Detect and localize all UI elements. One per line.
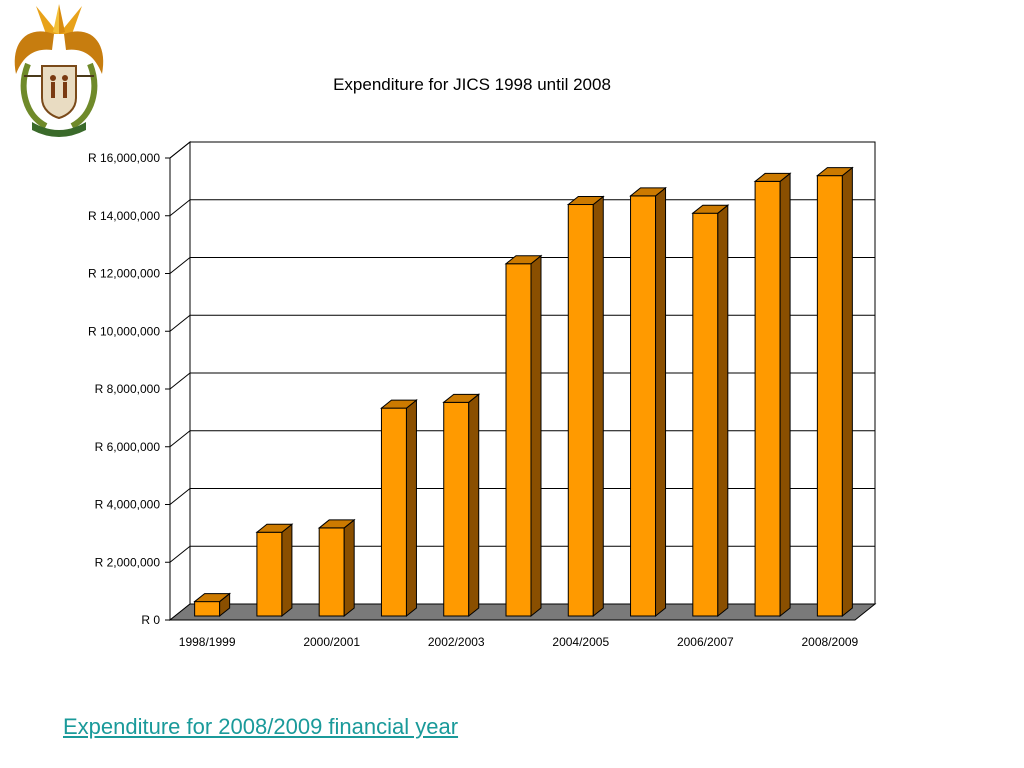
- bar: [754, 180, 781, 617]
- bar-side: [841, 166, 853, 618]
- y-tick-label: R 8,000,000: [95, 382, 161, 396]
- bar: [443, 401, 470, 617]
- gridline-diagonal: [169, 545, 191, 563]
- bar: [816, 175, 843, 617]
- bar-chart: Expenditure for JICS 1998 until 2008 R 0…: [88, 75, 877, 649]
- y-tick-label: R 10,000,000: [88, 324, 160, 338]
- y-tick-label: R 6,000,000: [95, 440, 161, 454]
- bar-side: [468, 393, 480, 618]
- gridline-diagonal: [169, 430, 191, 448]
- bar-top: [753, 172, 792, 182]
- bar-top: [193, 593, 232, 603]
- chart-title: Expenditure for JICS 1998 until 2008: [333, 75, 611, 94]
- bar: [194, 601, 221, 617]
- bar-top: [380, 399, 418, 409]
- bar-top: [815, 167, 854, 177]
- x-tick-label: 2008/2009: [801, 635, 858, 649]
- bar: [380, 407, 407, 617]
- x-tick-label: 2000/2001: [303, 635, 360, 649]
- right-wing-icon: [64, 31, 104, 74]
- bar-top: [317, 519, 356, 529]
- gridline-diagonal: [169, 488, 191, 505]
- human-figures-icon: [50, 75, 68, 98]
- gridline-diagonal: [169, 141, 191, 159]
- financial-year-link[interactable]: Expenditure for 2008/2009 financial year: [63, 714, 459, 739]
- bar-top: [504, 255, 543, 265]
- bar-top: [566, 196, 605, 206]
- bar-side: [779, 172, 791, 618]
- bar: [630, 195, 657, 617]
- gridline-diagonal: [169, 372, 191, 390]
- bar-top: [442, 393, 481, 403]
- y-tick-label: R 2,000,000: [95, 555, 161, 569]
- bar-side: [281, 523, 293, 618]
- rising-sun-icon: [36, 4, 82, 34]
- gridline-diagonal: [169, 314, 191, 332]
- coat-of-arms-logo: [14, 4, 104, 137]
- gridline-diagonal: [169, 257, 191, 274]
- plot-area: R 0 R 2,000,000 R 4,000,000 R 6,000,000 R 8,…: [88, 140, 877, 649]
- y-tick-label: R 14,000,000: [88, 209, 160, 223]
- bar-top: [629, 187, 667, 197]
- x-tick-label: 2002/2003: [428, 635, 485, 649]
- wreath-left-icon: [20, 62, 48, 129]
- bar-side: [592, 195, 604, 618]
- wreath-right-icon: [70, 62, 98, 129]
- y-tick-label: R 12,000,000: [88, 267, 160, 281]
- x-tick-label: 2006/2007: [677, 635, 734, 649]
- y-tick-label: R 16,000,000: [88, 151, 160, 165]
- bar: [505, 263, 532, 617]
- bar: [567, 204, 594, 617]
- bar-side: [530, 254, 542, 618]
- y-tick-label: R 0: [141, 613, 160, 627]
- left-wing-icon: [14, 31, 54, 74]
- bar-top: [255, 523, 294, 533]
- x-tick-label: 1998/1999: [179, 635, 236, 649]
- bar: [256, 531, 283, 617]
- bar-side: [405, 399, 417, 618]
- bar: [692, 212, 719, 617]
- bar-top: [691, 204, 730, 214]
- motto-ribbon: [32, 122, 86, 137]
- bar-side: [717, 204, 729, 618]
- gridline-diagonal: [169, 199, 191, 217]
- x-tick-label: 2004/2005: [552, 635, 609, 649]
- bar-side: [655, 186, 667, 618]
- bar-side: [343, 518, 355, 618]
- y-tick-label: R 4,000,000: [95, 498, 161, 512]
- bar: [318, 527, 345, 617]
